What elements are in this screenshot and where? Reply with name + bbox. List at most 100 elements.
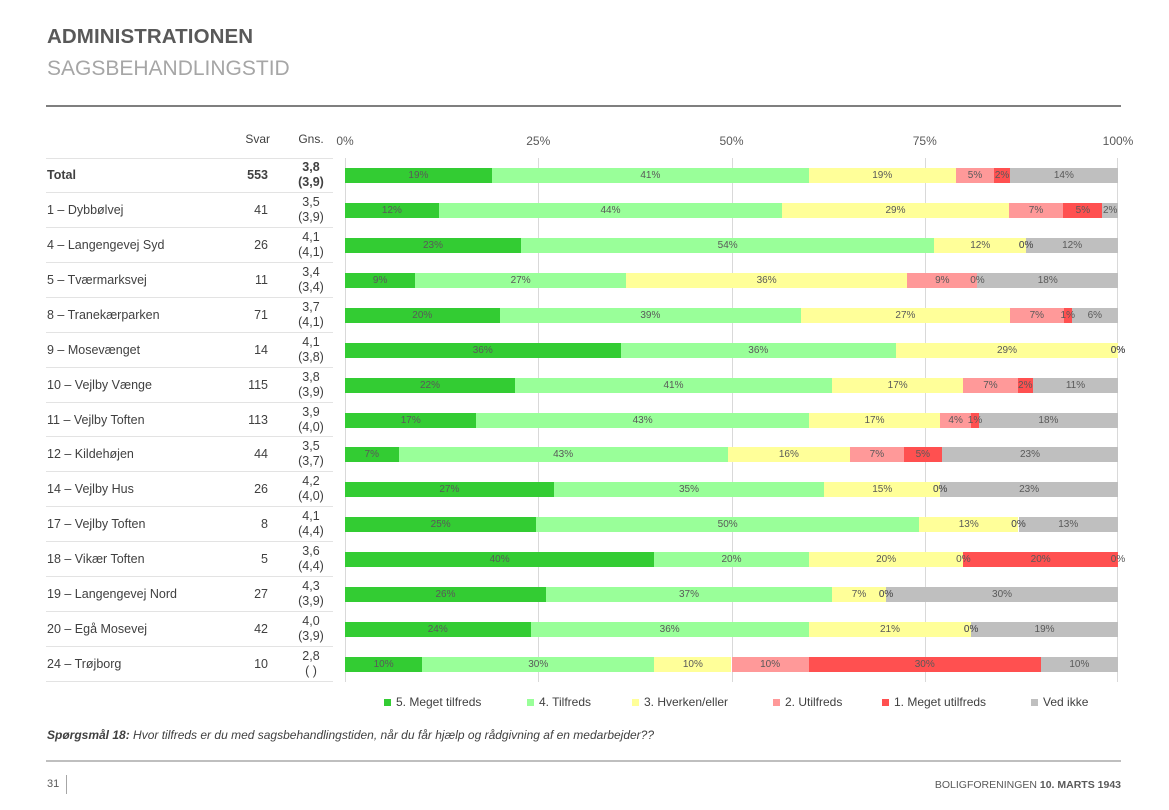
row-gns: 3,8 (3,9) (290, 370, 332, 400)
data-label: 12 (1062, 239, 1082, 252)
data-label: 23 (1020, 448, 1040, 461)
data-label: 11 (1066, 379, 1085, 392)
bar-row: 4020200200 (345, 552, 1118, 568)
gns-current: 3,7 (302, 299, 320, 314)
row-name: 24 – Trøjborg (47, 657, 122, 672)
page-number: 31 (47, 778, 60, 790)
bar-row: 19 41 19 52 14 (345, 167, 1118, 183)
data-label: 12 (970, 239, 990, 252)
legend-swatch-icon (1031, 698, 1038, 706)
data-label: 44 (600, 204, 620, 217)
column-header-gns: Gns. (298, 132, 324, 146)
page-subtitle: SAGSBEHANDLINGSTID (47, 57, 290, 80)
row-gns: 4,0 (3,9) (290, 614, 332, 644)
gns-previous: (3,7) (298, 454, 324, 469)
row-gns: 2,8( ) (290, 649, 332, 679)
bar-row: 22 41 17 7 2 11 (345, 377, 1118, 393)
gns-current: 3,5 (302, 194, 320, 209)
row-svar: 11 (255, 272, 268, 287)
table-row: 8 – Tranekærparken 71 3,7 (4,1) (46, 298, 333, 333)
data-label: 19 (408, 169, 428, 182)
row-name: 8 – Tranekærparken (47, 307, 160, 322)
data-label: 19 (1035, 623, 1055, 636)
data-label: 30 (528, 658, 548, 671)
row-name: 10 – Vejlby Vænge (47, 377, 152, 392)
row-name: 1 – Dybbølvej (47, 202, 124, 217)
data-label: 26 (435, 588, 455, 601)
data-label: 0 (956, 553, 970, 566)
data-label: 7 (983, 379, 997, 392)
data-label: 35 (679, 483, 699, 496)
data-label: 6 (1088, 309, 1102, 322)
legend-label: 4. Tilfreds (539, 695, 592, 709)
question-text: Hvor tilfreds er du med sagsbehandlingst… (129, 728, 655, 742)
data-label: 27 (439, 483, 459, 496)
gns-previous: (4,4) (298, 524, 324, 539)
data-label: 36 (473, 344, 493, 357)
row-gns: 3,4 (3,4) (290, 265, 332, 295)
x-tick-label: 100% (1102, 134, 1134, 148)
bar-row: 20 39 27 7 16 (345, 307, 1118, 323)
row-gns: 4,2 (4,0) (290, 474, 332, 504)
row-svar: 14 (254, 342, 268, 357)
legend-label: 2. Utilfreds (785, 695, 843, 709)
gns-current: 3,4 (302, 264, 320, 279)
gns-previous: (4,0) (298, 419, 324, 434)
row-svar: 8 (261, 517, 268, 532)
data-label: 41 (664, 379, 684, 392)
data-label: 21 (880, 623, 900, 636)
data-label: 23 (1019, 483, 1039, 496)
data-label: 25 (431, 518, 451, 531)
gns-current: 3,8 (302, 160, 320, 174)
data-label: 0 (879, 588, 893, 601)
row-svar: 41 (254, 202, 268, 217)
data-label: 10 (760, 658, 780, 671)
gns-previous: (3,9) (298, 209, 324, 224)
gns-current: 4,0 (302, 614, 320, 629)
row-name: 4 – Langengevej Syd (47, 237, 165, 252)
footer-publisher: BOLIGFORENINGEN 10. MARTS 1943 (935, 779, 1121, 791)
data-label: 15 (872, 483, 892, 496)
legend-swatch-icon (527, 698, 534, 706)
legend-item: 2. Utilfreds (773, 695, 842, 709)
row-name: 14 – Vejlby Hus (47, 482, 134, 497)
data-label: 36 (757, 274, 777, 287)
data-label: 22 (420, 379, 440, 392)
legend-swatch-icon (773, 698, 780, 706)
row-svar: 26 (254, 482, 268, 497)
bar-row: 10 30 10 10 30 10 (345, 657, 1118, 673)
column-header-svar: Svar (245, 132, 270, 146)
data-label: 2 (1103, 204, 1117, 217)
data-label: 36 (660, 623, 680, 636)
data-label: 0 (964, 623, 978, 636)
row-svar: 113 (248, 412, 268, 427)
legend-item: 1. Meget utilfreds (882, 695, 986, 709)
legend-label: 3. Hverken/eller (644, 695, 729, 709)
table-row: 18 – Vikær Toften 5 3,6 (4,4) (46, 542, 333, 578)
gns-current: 4,1 (302, 334, 320, 349)
x-tick-label: 25% (526, 134, 551, 148)
gns-current: 3,8 (302, 369, 320, 384)
row-svar: 26 (254, 237, 268, 252)
data-label: 23 (423, 239, 443, 252)
data-label: 36 (748, 344, 768, 357)
stacked-bar-chart: 1941195214124429752235412001292736901820… (345, 158, 1118, 682)
data-label: 27 (511, 274, 531, 287)
data-label: 16 (779, 448, 799, 461)
bar-row: 2735150023 (345, 482, 1118, 498)
data-label: 27 (895, 309, 915, 322)
row-svar: 10 (254, 657, 268, 672)
row-name: Total (47, 168, 76, 182)
bar-row: 9 27 36 9 0 18 (345, 272, 1118, 288)
data-label: 7 (1030, 309, 1044, 322)
row-name: 19 – Langengevej Nord (47, 587, 177, 602)
data-label: 0 (970, 274, 984, 287)
x-tick-label: 0% (336, 134, 354, 148)
bar-row: 2354120012 (345, 237, 1118, 253)
data-label: 20 (876, 553, 896, 566)
gns-current: 4,3 (302, 579, 320, 594)
gns-current: 4,2 (302, 474, 320, 489)
data-label: 2 (995, 169, 1009, 182)
data-label: 29 (997, 344, 1017, 357)
table-row: 5 – Tværmarksvej 11 3,4 (3,4) (46, 263, 333, 298)
